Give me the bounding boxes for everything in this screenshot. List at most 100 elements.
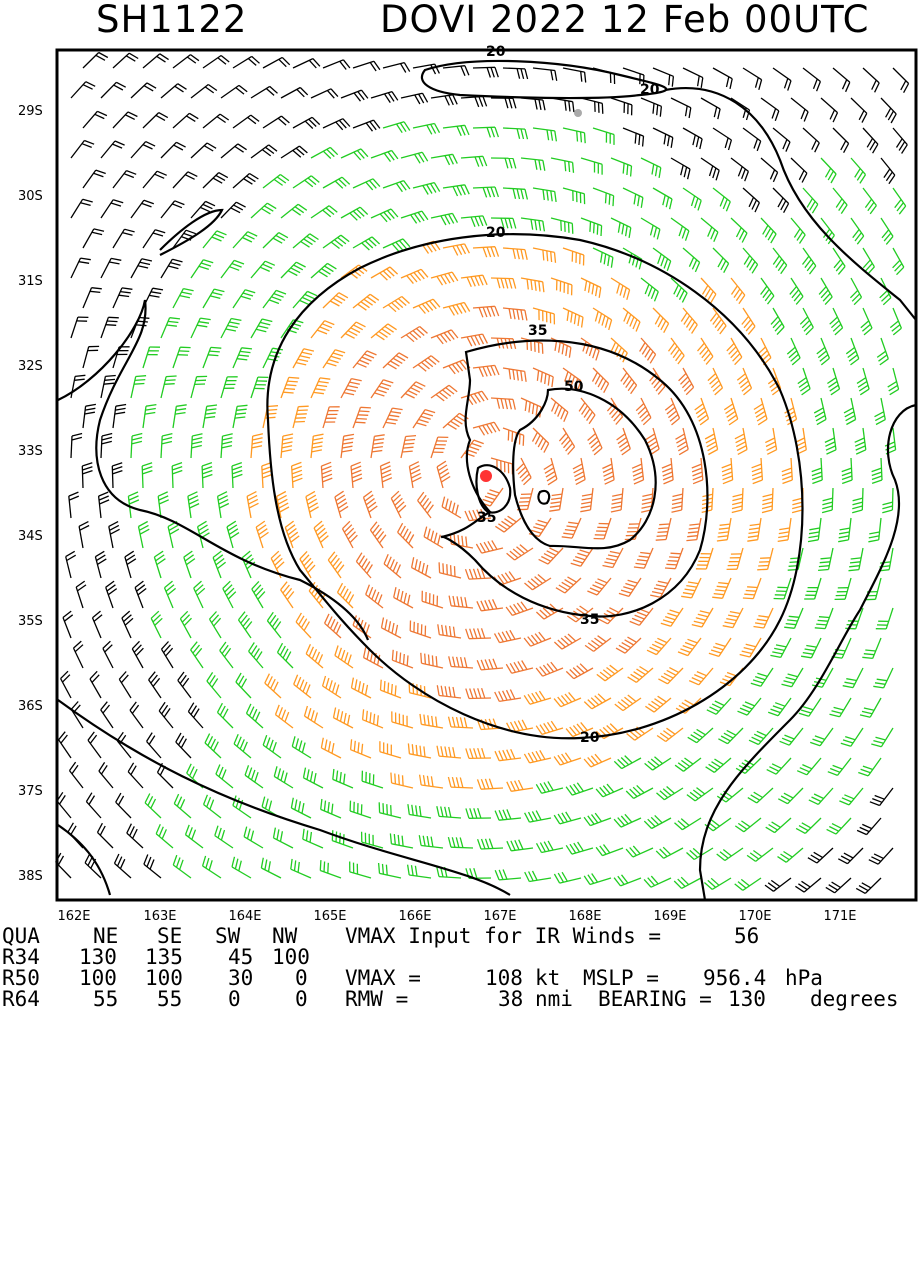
wind-barb-feather [616, 648, 625, 653]
wind-barb-feather [752, 476, 762, 480]
wind-barb [747, 698, 761, 715]
wind-barb-feather [555, 192, 556, 202]
wind-barb-feather [521, 249, 523, 259]
wind-barb [870, 698, 881, 717]
wind-barb-feather [404, 654, 405, 664]
wind-barb-feather [479, 367, 483, 377]
wind-barb-feather [144, 855, 148, 865]
wind-barb-feather [441, 746, 443, 756]
wind-barb [742, 488, 743, 510]
wind-barb-feather [445, 96, 449, 105]
wind-barb-feather [218, 496, 227, 501]
wind-barb [491, 278, 513, 279]
wind-barb-feather [145, 794, 150, 803]
wind-barb [274, 776, 293, 788]
wind-barb [884, 668, 893, 688]
wind-barb-feather [840, 528, 850, 530]
wind-barb-feather [808, 540, 818, 542]
radii-info-table: QUA NE SE SW NW VMAX Input for IR Winds … [0, 926, 919, 1014]
wind-barb [683, 68, 703, 78]
wind-barb-feather [651, 225, 654, 235]
wind-barb-feather [409, 462, 418, 467]
wind-barb-feather [869, 536, 879, 538]
wind-barb-feather [445, 215, 450, 224]
wind-barb-feather [533, 404, 534, 414]
wind-barb-feather [760, 558, 770, 559]
wind-barb-feather [416, 745, 417, 755]
wind-barb-feather [654, 588, 664, 590]
wind-barb-feather [174, 794, 178, 804]
wind-barb-feather [694, 675, 704, 679]
wind-barb-feather [235, 859, 238, 869]
wind-barb-feather [495, 870, 499, 880]
wind-barb-feather [495, 811, 499, 821]
wind-barb-feather [326, 363, 336, 366]
wind-barb-feather [265, 417, 275, 418]
wind-barb [893, 188, 906, 206]
wind-barb-feather [219, 173, 228, 178]
row-label: R50 [2, 968, 40, 989]
wind-barb-feather [411, 473, 420, 478]
wind-barb-feather [366, 711, 367, 721]
wind-barb-feather [364, 647, 366, 657]
wind-barb-feather [633, 472, 643, 476]
wind-barb-feather [300, 356, 310, 358]
wind-barb-feather [735, 434, 744, 439]
wind-barb [263, 116, 282, 128]
wind-barb-feather [243, 293, 253, 296]
wind-barb-feather [642, 506, 652, 508]
wind-barb-feather [736, 438, 745, 443]
wind-barb-feather [234, 734, 238, 744]
wind-barb-feather [522, 720, 527, 729]
wind-barb-feather [634, 567, 644, 568]
wind-barb-feather [292, 736, 295, 746]
wind-barb-feather [660, 106, 661, 116]
wind-barb-feather [521, 129, 524, 139]
wind-barb [409, 754, 431, 758]
wind-barb-feather [100, 826, 105, 835]
wind-barb-feather [585, 133, 586, 143]
wind-barb [131, 436, 132, 458]
wind-barb-feather [366, 585, 370, 595]
wind-barb-feather [671, 553, 681, 554]
wind-barb-feather [437, 685, 439, 695]
wind-barb-feather [664, 673, 673, 678]
lon-label: 165E [313, 909, 346, 924]
wind-barb-feather [489, 779, 493, 789]
wind-barb-feather [718, 583, 728, 584]
wind-barb-feather [788, 81, 791, 91]
wind-barb-feather [667, 670, 676, 675]
wind-barb-feather [82, 463, 92, 466]
wind-barb-feather [332, 804, 333, 814]
wind-barb-feather [802, 823, 811, 828]
wind-barb-feather [374, 714, 375, 724]
wind-barb-feather [192, 438, 202, 440]
wind-barb-feather [394, 834, 395, 844]
wind-barb-feather [300, 300, 310, 304]
wind-barb-feather [608, 555, 618, 557]
wind-barb-feather [535, 99, 537, 109]
wind-barb-feather [336, 685, 339, 695]
wind-barb [293, 349, 304, 368]
wind-barb-feather [253, 434, 263, 436]
wind-barb-feather [603, 566, 613, 568]
wind-barb-feather [214, 234, 224, 238]
wind-barb-feather [515, 840, 519, 850]
wind-barb-feather [604, 384, 609, 393]
wind-barb-feather [513, 189, 515, 199]
wind-barb-feather [636, 563, 646, 564]
wind-barb-feather [289, 377, 299, 378]
wind-barb-feather [190, 504, 200, 508]
wind-barb-feather [159, 113, 168, 118]
wind-barb-feather [471, 336, 476, 345]
wind-barb-feather [239, 861, 242, 871]
wind-barb-feather [263, 735, 267, 745]
wind-barb-feather [237, 405, 247, 406]
wind-barb-feather [292, 466, 302, 470]
wind-barb-feather [135, 380, 145, 381]
wind-barb-feather [655, 641, 665, 645]
wind-barb-feather [711, 230, 715, 240]
wind-barb [119, 679, 131, 698]
wind-barb-feather [323, 676, 326, 686]
wind-barb-feather [466, 808, 469, 818]
